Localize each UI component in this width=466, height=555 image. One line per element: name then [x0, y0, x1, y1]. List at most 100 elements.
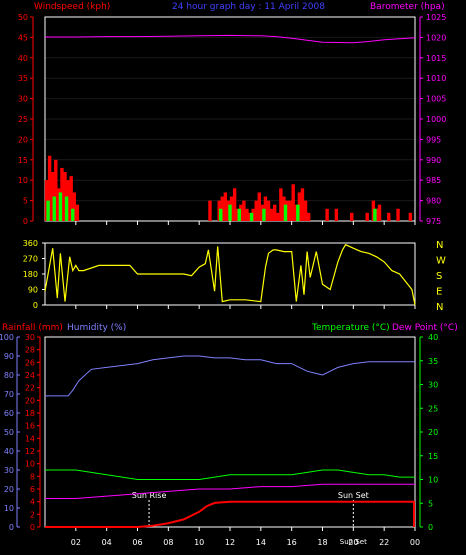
temperature-tick-label-5: 25	[428, 404, 438, 413]
windspeed-bar-3	[54, 159, 58, 221]
wind-direction-line	[44, 243, 416, 306]
barometer-tick-label-10: 1025	[426, 13, 446, 22]
gust-bar-4	[71, 208, 75, 221]
rainfall-tick-label-11: 22	[25, 384, 35, 393]
humidity-tick-label-9: 90	[4, 352, 14, 361]
sun-rise-label: Sun Rise	[132, 491, 167, 500]
p3-xtick-label-8: 18	[317, 538, 327, 547]
windspeed-bar-17	[232, 188, 237, 221]
windspeed-tick-label-4: 20	[18, 135, 28, 144]
windspeed-bar-31	[276, 212, 280, 221]
wind-barometer-panel: 0510152025303540455097598098599099510001…	[18, 13, 447, 226]
p3-xtick-label-9: 20	[348, 538, 358, 547]
humidity-tick-label-0: 0	[9, 523, 14, 532]
windspeed-bar-30	[273, 204, 277, 221]
rainfall-tick-label-9: 18	[25, 409, 35, 418]
windspeed-tick-label-7: 35	[18, 74, 28, 83]
barometer-tick-label-2: 985	[426, 176, 441, 185]
p3-xtick-label-2: 06	[132, 538, 142, 547]
rainfall-tick-label-8: 16	[25, 422, 35, 431]
compass-label-1: W	[436, 256, 446, 267]
barometer-tick-label-7: 1010	[426, 74, 446, 83]
dewpoint-axis-title: Dew Point (°C)	[392, 323, 458, 333]
rainfall-tick-label-15: 30	[25, 333, 35, 342]
barometer-tick-label-0: 975	[426, 217, 441, 226]
windspeed-bar-24	[254, 200, 258, 221]
temp-humidity-rain-panel: 0102030405060708090100024681012141618202…	[0, 333, 438, 547]
gust-bar-8	[249, 212, 254, 221]
windspeed-tick-label-10: 50	[18, 13, 28, 22]
p3-xtick-label-11: 00	[410, 538, 420, 547]
windspeed-tick-label-5: 25	[18, 115, 28, 124]
gust-bar-12	[373, 208, 377, 221]
windspeed-bar-1	[47, 155, 52, 221]
barometer-tick-label-9: 1020	[426, 33, 446, 42]
barometer-tick-label-3: 990	[426, 156, 441, 165]
barometer-axis-title: Barometer (hpa)	[370, 2, 445, 12]
sun-set-bottom-label: Sun Set	[340, 538, 367, 546]
gust-bar-11	[296, 204, 300, 221]
temperature-tick-label-8: 40	[428, 333, 438, 342]
gust-bar-3	[64, 196, 69, 221]
windspeed-bar-29	[269, 208, 274, 221]
windspeed-tick-label-8: 40	[18, 54, 28, 63]
dewpoint-line	[45, 483, 415, 499]
p3-xtick-label-6: 14	[256, 538, 266, 547]
p3-xtick-label-3: 08	[163, 538, 173, 547]
windspeed-bar-48	[377, 204, 382, 221]
windspeed-bar-43	[334, 208, 339, 221]
direction-tick-label-1: 90	[28, 286, 38, 295]
direction-tick-label-2: 180	[23, 270, 38, 279]
gust-bar-5	[219, 208, 223, 221]
temperature-axis-title: Temperature (°C)	[311, 323, 390, 333]
windspeed-bar-25	[257, 192, 261, 221]
rainfall-tick-label-14: 28	[25, 346, 35, 355]
rainfall-line	[45, 500, 415, 528]
windspeed-bar-9	[72, 192, 76, 221]
windspeed-bar-28	[266, 200, 271, 221]
sun-set-label: Sun Set	[338, 491, 369, 500]
p3-xtick-label-4: 10	[194, 538, 204, 547]
barometer-tick-label-8: 1015	[426, 54, 446, 63]
windspeed-bar-50	[396, 208, 400, 221]
direction-tick-label-3: 270	[23, 255, 38, 264]
windspeed-bar-39	[300, 188, 305, 221]
chart-title: 24 hour graph day : 11 April 2008	[172, 2, 325, 12]
humidity-tick-label-8: 80	[4, 371, 14, 380]
windspeed-bar-45	[365, 212, 369, 221]
compass-label-2: S	[436, 271, 442, 282]
compass-label-4: N	[436, 302, 443, 313]
humidity-tick-label-10: 100	[0, 333, 14, 342]
windspeed-bar-35	[288, 200, 292, 221]
windspeed-bar-36	[291, 184, 295, 221]
windspeed-tick-label-2: 10	[18, 176, 28, 185]
barometer-tick-label-4: 995	[426, 135, 441, 144]
rainfall-tick-label-6: 12	[25, 447, 35, 456]
windspeed-bar-51	[408, 212, 413, 221]
windspeed-bar-10	[75, 204, 80, 221]
windspeed-bar-2	[51, 172, 55, 221]
humidity-tick-label-2: 20	[4, 485, 14, 494]
humidity-tick-label-6: 60	[4, 409, 14, 418]
rainfall-tick-label-7: 14	[25, 434, 35, 443]
temperature-tick-label-2: 10	[428, 476, 438, 485]
rainfall-tick-label-3: 6	[30, 485, 35, 494]
windspeed-bar-41	[306, 212, 311, 221]
windspeed-bar-8	[69, 176, 73, 221]
barometer-tick-label-5: 1000	[426, 115, 446, 124]
humidity-tick-label-3: 30	[4, 466, 14, 475]
windspeed-bar-44	[350, 212, 354, 221]
temperature-tick-label-1: 5	[428, 499, 433, 508]
windspeed-tick-label-1: 5	[23, 197, 28, 206]
direction-tick-label-4: 360	[23, 239, 38, 248]
humidity-tick-label-7: 70	[4, 390, 14, 399]
rainfall-tick-label-5: 10	[25, 460, 35, 469]
p3-xtick-label-0: 02	[71, 538, 81, 547]
p3-xtick-label-1: 04	[102, 538, 112, 547]
windspeed-bar-21	[245, 208, 249, 221]
barometer-tick-label-6: 1005	[426, 95, 446, 104]
humidity-line	[45, 355, 415, 397]
p3-xtick-label-10: 22	[379, 538, 389, 547]
temperature-tick-label-0: 0	[428, 523, 433, 532]
